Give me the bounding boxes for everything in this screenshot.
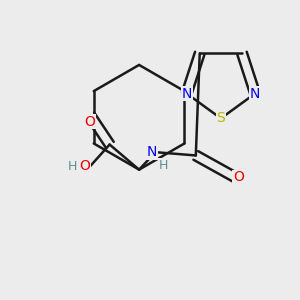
Text: N: N	[147, 145, 158, 159]
Text: H: H	[67, 160, 77, 173]
Text: O: O	[85, 115, 95, 129]
Text: S: S	[217, 111, 225, 125]
Text: N: N	[250, 86, 260, 100]
Text: O: O	[233, 170, 244, 184]
Text: N: N	[182, 86, 192, 100]
Text: H: H	[159, 159, 168, 172]
Text: O: O	[80, 159, 91, 173]
